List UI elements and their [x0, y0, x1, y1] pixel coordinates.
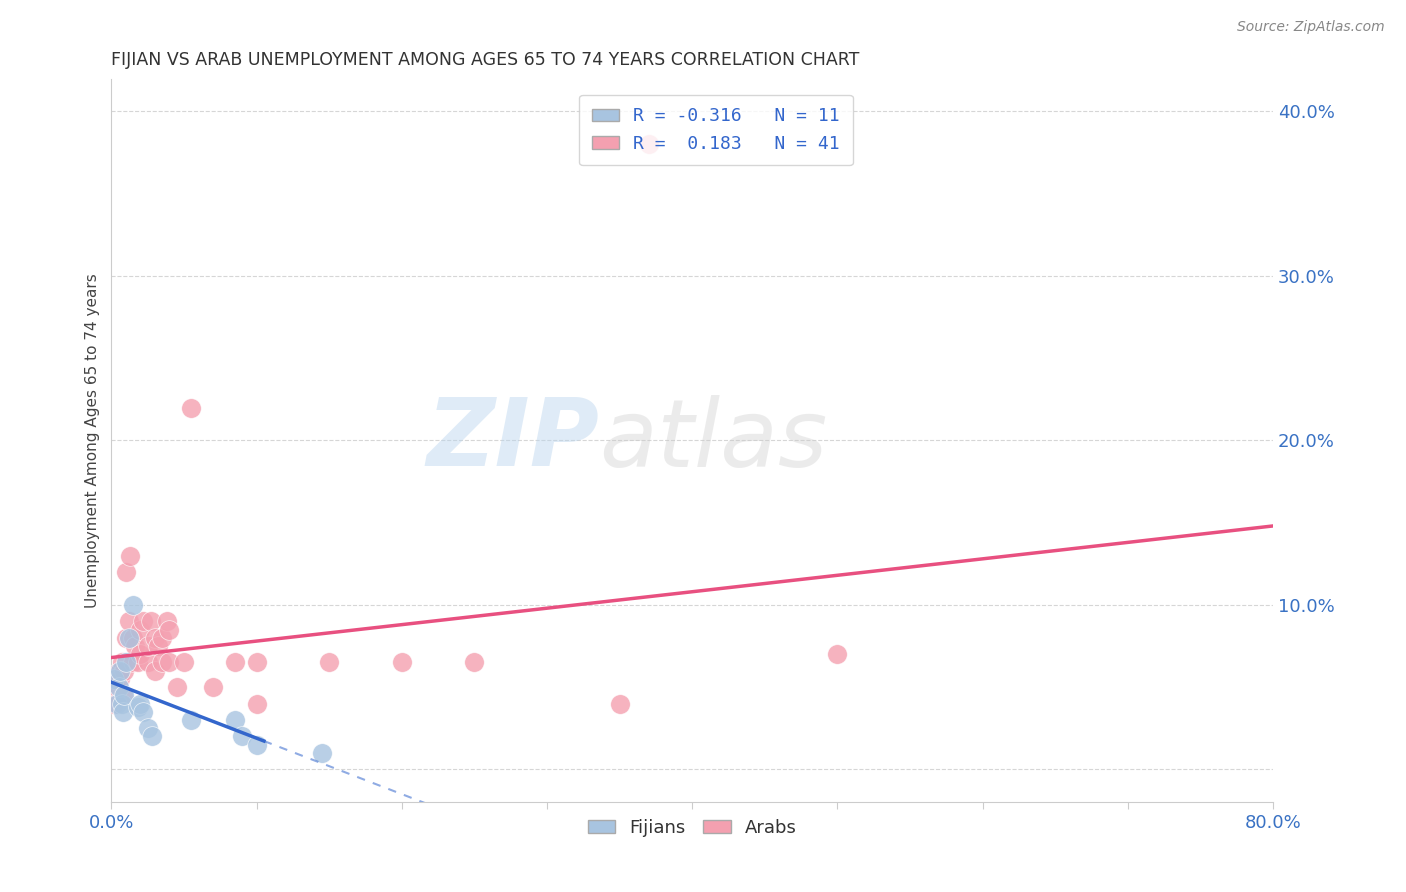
Point — [115, 656, 138, 670]
Point — [129, 697, 152, 711]
Point — [150, 656, 173, 670]
Point — [159, 656, 181, 670]
Point — [118, 631, 141, 645]
Point — [103, 697, 125, 711]
Point — [143, 664, 166, 678]
Point — [150, 631, 173, 645]
Point — [318, 656, 340, 670]
Point — [143, 631, 166, 645]
Point — [105, 697, 128, 711]
Point — [107, 664, 129, 678]
Point — [112, 689, 135, 703]
Point — [609, 697, 631, 711]
Point — [112, 705, 135, 719]
Point — [110, 656, 132, 670]
Point — [637, 137, 659, 152]
Point — [114, 689, 136, 703]
Point — [180, 401, 202, 415]
Point — [110, 697, 132, 711]
Point — [129, 623, 152, 637]
Point — [139, 615, 162, 629]
Point — [311, 746, 333, 760]
Point — [115, 631, 138, 645]
Point — [141, 730, 163, 744]
Point — [136, 639, 159, 653]
Point — [202, 680, 225, 694]
Point — [105, 680, 128, 694]
Point — [231, 730, 253, 744]
Text: ZIP: ZIP — [426, 394, 599, 486]
Point — [129, 647, 152, 661]
Point — [180, 713, 202, 727]
Point — [159, 623, 181, 637]
Point — [115, 565, 138, 579]
Point — [132, 615, 155, 629]
Point — [827, 647, 849, 661]
Point — [108, 664, 131, 678]
Point — [246, 738, 269, 752]
Y-axis label: Unemployment Among Ages 65 to 74 years: Unemployment Among Ages 65 to 74 years — [86, 273, 100, 607]
Point — [114, 664, 136, 678]
Point — [108, 672, 131, 686]
Point — [246, 697, 269, 711]
Point — [136, 656, 159, 670]
Point — [132, 705, 155, 719]
Point — [463, 656, 485, 670]
Point — [103, 672, 125, 686]
Point — [124, 639, 146, 653]
Point — [173, 656, 195, 670]
Text: FIJIAN VS ARAB UNEMPLOYMENT AMONG AGES 65 TO 74 YEARS CORRELATION CHART: FIJIAN VS ARAB UNEMPLOYMENT AMONG AGES 6… — [111, 51, 860, 69]
Point — [224, 656, 246, 670]
Point — [224, 713, 246, 727]
Point — [155, 615, 177, 629]
Point — [246, 656, 269, 670]
Legend: Fijians, Arabs: Fijians, Arabs — [581, 812, 804, 844]
Point — [127, 699, 149, 714]
Point — [118, 615, 141, 629]
Point — [120, 549, 142, 563]
Point — [391, 656, 413, 670]
Text: atlas: atlas — [599, 395, 828, 486]
Point — [122, 598, 145, 612]
Point — [107, 680, 129, 694]
Point — [122, 631, 145, 645]
Point — [166, 680, 188, 694]
Point — [136, 721, 159, 735]
Point — [127, 656, 149, 670]
Text: Source: ZipAtlas.com: Source: ZipAtlas.com — [1237, 20, 1385, 34]
Point — [122, 656, 145, 670]
Point — [146, 639, 169, 653]
